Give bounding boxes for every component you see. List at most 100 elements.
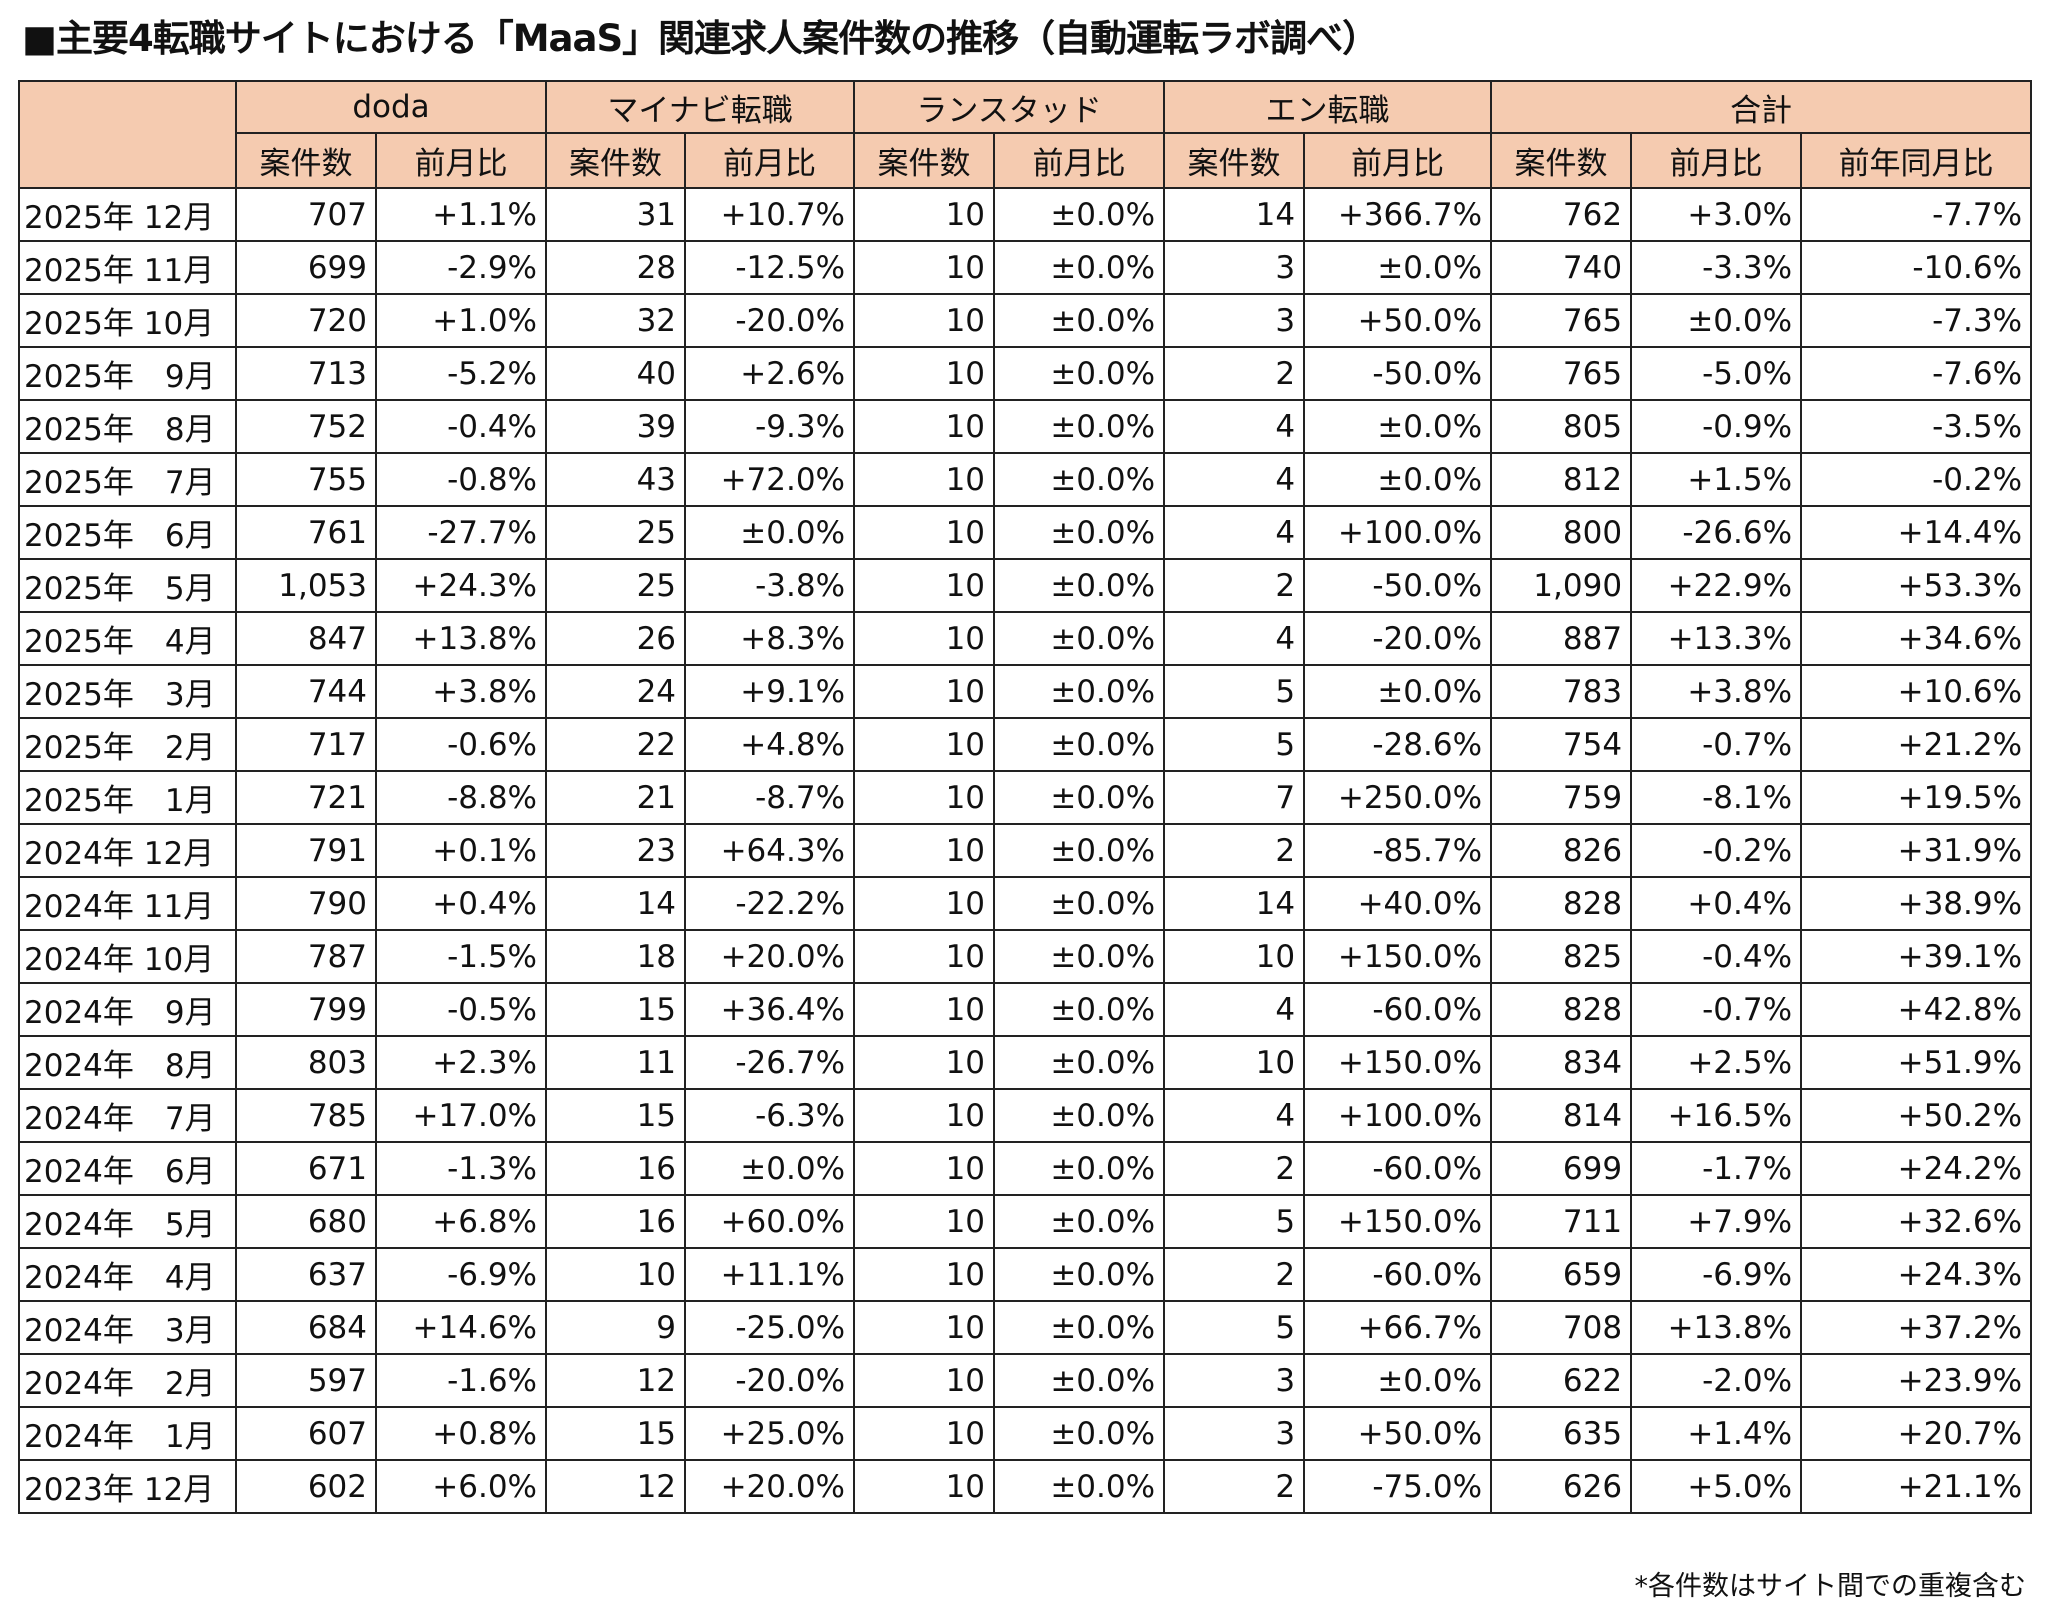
month-cell: 2024年 5月 xyxy=(18,1194,237,1249)
value-cell: 10 xyxy=(853,558,996,613)
table-row: 2025年 2月 717 -0.6% 22 +4.8% 10 ±0.0% 5 -28.6% 754… xyxy=(18,717,2033,772)
value-cell: 825 xyxy=(1490,929,1633,984)
column-header: 案件数 xyxy=(1163,132,1306,189)
value-cell: 4 xyxy=(1163,505,1306,560)
value-cell: ±0.0% xyxy=(993,1300,1166,1355)
value-cell: 637 xyxy=(235,1247,377,1302)
value-cell: 787 xyxy=(235,929,377,984)
value-cell: -7.6% xyxy=(1800,346,2033,401)
value-cell: +42.8% xyxy=(1800,982,2033,1037)
month-cell: 2025年 3月 xyxy=(18,664,237,719)
value-cell: ±0.0% xyxy=(1303,240,1493,295)
value-cell: ±0.0% xyxy=(993,664,1166,719)
value-cell: -0.2% xyxy=(1800,452,2033,507)
value-cell: 2 xyxy=(1163,1459,1306,1514)
month-cell: 2025年 5月 xyxy=(18,558,237,613)
value-cell: -1.3% xyxy=(374,1141,548,1196)
value-cell: 10 xyxy=(853,1247,996,1302)
value-cell: -0.8% xyxy=(374,452,548,507)
value-cell: -9.3% xyxy=(684,399,856,454)
value-cell: 2 xyxy=(1163,823,1306,878)
month-cell: 2024年 10月 xyxy=(18,929,237,984)
value-cell: -3.8% xyxy=(684,558,856,613)
month-cell: 2024年 12月 xyxy=(18,823,237,878)
table-row: 2024年 10月 787 -1.5% 18 +20.0% 10 ±0.0% 10 +150.0… xyxy=(18,929,2033,984)
value-cell: -2.9% xyxy=(374,240,548,295)
value-cell: -60.0% xyxy=(1303,1141,1493,1196)
value-cell: ±0.0% xyxy=(993,558,1166,613)
month-cell: 2025年 6月 xyxy=(18,505,237,560)
value-cell: 834 xyxy=(1490,1035,1633,1090)
value-cell: +53.3% xyxy=(1800,558,2033,613)
month-cell: 2025年 8月 xyxy=(18,399,237,454)
table-row: 2024年 4月 637 -6.9% 10 +11.1% 10 ±0.0% 2 -60.0% 65… xyxy=(18,1247,2033,1302)
value-cell: +24.3% xyxy=(374,558,548,613)
value-cell: -8.7% xyxy=(684,770,856,825)
value-cell: 10 xyxy=(853,1459,996,1514)
value-cell: -50.0% xyxy=(1303,558,1493,613)
value-cell: 828 xyxy=(1490,876,1633,931)
column-header: 案件数 xyxy=(1490,132,1633,189)
value-cell: -7.3% xyxy=(1800,293,2033,348)
month-cell: 2024年 3月 xyxy=(18,1300,237,1355)
value-cell: -6.9% xyxy=(374,1247,548,1302)
value-cell: +14.4% xyxy=(1800,505,2033,560)
value-cell: 10 xyxy=(853,187,996,242)
value-cell: +19.5% xyxy=(1800,770,2033,825)
table-row: 2025年 6月 761 -27.7% 25 ±0.0% 10 ±0.0% 4 +100.0% 8… xyxy=(18,505,2033,560)
value-cell: 3 xyxy=(1163,1353,1306,1408)
value-cell: +1.1% xyxy=(374,187,548,242)
value-cell: -3.3% xyxy=(1630,240,1803,295)
value-cell: 31 xyxy=(545,187,687,242)
footnote: *各件数はサイト間での重複含む xyxy=(1634,1571,2027,1602)
value-cell: +100.0% xyxy=(1303,1088,1493,1143)
value-cell: 10 xyxy=(853,505,996,560)
value-cell: 12 xyxy=(545,1353,687,1408)
value-cell: 39 xyxy=(545,399,687,454)
table-row: 2024年 6月 671 -1.3% 16 ±0.0% 10 ±0.0% 2 -60.0% 699… xyxy=(18,1141,2033,1196)
value-cell: 14 xyxy=(545,876,687,931)
value-cell: +366.7% xyxy=(1303,187,1493,242)
value-cell: -5.2% xyxy=(374,346,548,401)
value-cell: -6.9% xyxy=(1630,1247,1803,1302)
month-cell: 2024年 8月 xyxy=(18,1035,237,1090)
month-cell: 2024年 1月 xyxy=(18,1406,237,1461)
value-cell: ±0.0% xyxy=(993,929,1166,984)
value-cell: +5.0% xyxy=(1630,1459,1803,1514)
value-cell: -0.7% xyxy=(1630,717,1803,772)
value-cell: 2 xyxy=(1163,1247,1306,1302)
value-cell: -3.5% xyxy=(1800,399,2033,454)
value-cell: 699 xyxy=(235,240,377,295)
value-cell: 11 xyxy=(545,1035,687,1090)
value-cell: 680 xyxy=(235,1194,377,1249)
value-cell: +7.9% xyxy=(1630,1194,1803,1249)
value-cell: 602 xyxy=(235,1459,377,1514)
column-header: 案件数 xyxy=(545,132,687,189)
value-cell: 40 xyxy=(545,346,687,401)
table-row: 2025年 5月 1,053 +24.3% 25 -3.8% 10 ±0.0% 2 -50.0%… xyxy=(18,558,2033,613)
value-cell: ±0.0% xyxy=(993,293,1166,348)
value-cell: 740 xyxy=(1490,240,1633,295)
column-header: 前月比 xyxy=(374,132,548,189)
value-cell: -10.6% xyxy=(1800,240,2033,295)
value-cell: +51.9% xyxy=(1800,1035,2033,1090)
month-cell: 2025年 4月 xyxy=(18,611,237,666)
site-header-doda: doda xyxy=(234,80,548,134)
value-cell: 717 xyxy=(235,717,377,772)
value-cell: 4 xyxy=(1163,982,1306,1037)
value-cell: -1.6% xyxy=(374,1353,548,1408)
month-cell: 2025年 2月 xyxy=(18,717,237,772)
value-cell: ±0.0% xyxy=(993,399,1166,454)
value-cell: -0.5% xyxy=(374,982,548,1037)
value-cell: 10 xyxy=(853,293,996,348)
value-cell: 10 xyxy=(1163,929,1306,984)
value-cell: -0.4% xyxy=(1630,929,1803,984)
value-cell: +6.0% xyxy=(374,1459,548,1514)
value-cell: 14 xyxy=(1163,187,1306,242)
column-header: 前月比 xyxy=(993,132,1166,189)
value-cell: ±0.0% xyxy=(993,982,1166,1037)
value-cell: -27.7% xyxy=(374,505,548,560)
value-cell: +60.0% xyxy=(684,1194,856,1249)
value-cell: 7 xyxy=(1163,770,1306,825)
value-cell: -0.6% xyxy=(374,717,548,772)
